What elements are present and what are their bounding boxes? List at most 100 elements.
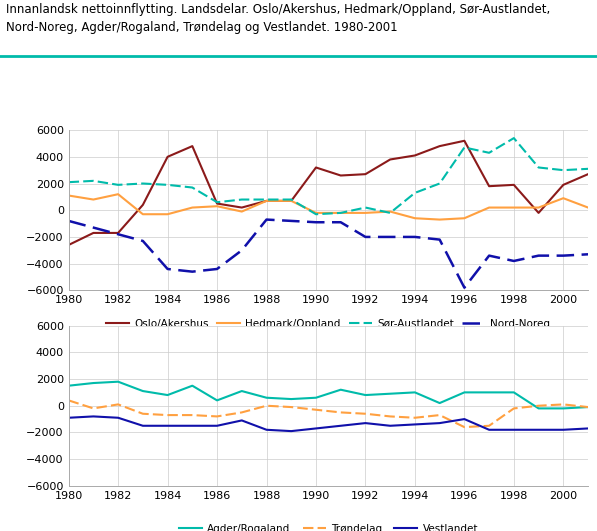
Agder/Rogaland (214, 397, 221, 404)
Sør-Austlandet (288, 196, 295, 203)
Hedmark/Oppland (139, 211, 146, 217)
Sør-Austlandet (139, 181, 146, 187)
Trøndelag (485, 423, 493, 429)
Agder/Rogaland (362, 392, 369, 398)
Sør-Austlandet (436, 181, 443, 187)
Hedmark/Oppland (263, 198, 270, 204)
Vestlandet (139, 423, 146, 429)
Hedmark/Oppland (436, 217, 443, 223)
Oslo/Akershus (560, 182, 567, 188)
Agder/Rogaland (535, 405, 542, 412)
Agder/Rogaland (387, 390, 394, 397)
Hedmark/Oppland (485, 204, 493, 211)
Trøndelag (288, 404, 295, 410)
Trøndelag (436, 412, 443, 418)
Nord-Noreg (288, 218, 295, 224)
Trøndelag (510, 405, 518, 412)
Oslo/Akershus (584, 171, 592, 177)
Sør-Austlandet (560, 167, 567, 173)
Trøndelag (461, 424, 468, 430)
Sør-Austlandet (584, 166, 592, 172)
Nord-Noreg (214, 266, 221, 272)
Legend: Oslo/Akershus, Hedmark/Oppland, Sør-Austlandet, Nord-Noreg: Oslo/Akershus, Hedmark/Oppland, Sør-Aust… (102, 315, 555, 333)
Trøndelag (362, 410, 369, 417)
Vestlandet (263, 426, 270, 433)
Trøndelag (312, 407, 319, 413)
Hedmark/Oppland (238, 208, 245, 215)
Oslo/Akershus (362, 171, 369, 177)
Vestlandet (485, 426, 493, 433)
Agder/Rogaland (139, 388, 146, 394)
Oslo/Akershus (164, 153, 171, 160)
Vestlandet (189, 423, 196, 429)
Hedmark/Oppland (90, 196, 97, 203)
Agder/Rogaland (238, 388, 245, 394)
Sør-Austlandet (485, 150, 493, 156)
Sør-Austlandet (189, 184, 196, 191)
Trøndelag (337, 409, 344, 416)
Sør-Austlandet (535, 164, 542, 170)
Hedmark/Oppland (65, 192, 72, 199)
Nord-Noreg (312, 219, 319, 226)
Trøndelag (115, 401, 122, 408)
Oslo/Akershus (90, 230, 97, 236)
Oslo/Akershus (485, 183, 493, 190)
Line: Vestlandet: Vestlandet (69, 416, 588, 431)
Nord-Noreg (411, 234, 418, 240)
Nord-Noreg (139, 238, 146, 244)
Nord-Noreg (238, 247, 245, 253)
Trøndelag (263, 402, 270, 409)
Oslo/Akershus (115, 230, 122, 236)
Oslo/Akershus (65, 242, 72, 248)
Vestlandet (362, 420, 369, 426)
Vestlandet (461, 416, 468, 422)
Trøndelag (90, 405, 97, 412)
Legend: Agder/Rogaland, Trøndelag, Vestlandet: Agder/Rogaland, Trøndelag, Vestlandet (174, 520, 482, 531)
Hedmark/Oppland (164, 211, 171, 217)
Sør-Austlandet (387, 210, 394, 216)
Oslo/Akershus (411, 152, 418, 159)
Line: Agder/Rogaland: Agder/Rogaland (69, 382, 588, 408)
Oslo/Akershus (337, 173, 344, 179)
Hedmark/Oppland (510, 204, 518, 211)
Nord-Noreg (535, 252, 542, 259)
Oslo/Akershus (288, 198, 295, 204)
Vestlandet (535, 426, 542, 433)
Oslo/Akershus (238, 204, 245, 211)
Agder/Rogaland (436, 400, 443, 406)
Nord-Noreg (485, 252, 493, 259)
Vestlandet (560, 426, 567, 433)
Agder/Rogaland (288, 396, 295, 402)
Agder/Rogaland (164, 392, 171, 398)
Sør-Austlandet (263, 196, 270, 203)
Oslo/Akershus (139, 202, 146, 208)
Agder/Rogaland (411, 389, 418, 396)
Nord-Noreg (337, 219, 344, 226)
Sør-Austlandet (238, 196, 245, 203)
Vestlandet (90, 413, 97, 419)
Nord-Noreg (65, 218, 72, 224)
Hedmark/Oppland (535, 204, 542, 211)
Oslo/Akershus (510, 182, 518, 188)
Trøndelag (189, 412, 196, 418)
Hedmark/Oppland (214, 203, 221, 209)
Nord-Noreg (164, 266, 171, 272)
Trøndelag (164, 412, 171, 418)
Hedmark/Oppland (189, 204, 196, 211)
Trøndelag (214, 413, 221, 419)
Trøndelag (535, 402, 542, 409)
Hedmark/Oppland (584, 204, 592, 211)
Nord-Noreg (90, 225, 97, 231)
Vestlandet (214, 423, 221, 429)
Nord-Noreg (362, 234, 369, 240)
Vestlandet (411, 421, 418, 427)
Sør-Austlandet (461, 144, 468, 151)
Vestlandet (238, 417, 245, 424)
Vestlandet (65, 415, 72, 421)
Agder/Rogaland (560, 405, 567, 412)
Oslo/Akershus (189, 143, 196, 149)
Sør-Austlandet (65, 179, 72, 185)
Vestlandet (510, 426, 518, 433)
Sør-Austlandet (90, 178, 97, 184)
Hedmark/Oppland (312, 210, 319, 216)
